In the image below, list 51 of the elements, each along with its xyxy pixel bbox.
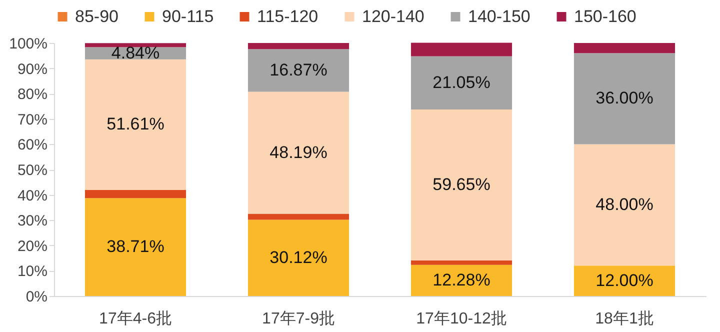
bar	[410, 109, 512, 260]
bar	[410, 260, 512, 265]
data-label: 48.00%	[596, 194, 654, 214]
y-tick-label: 60%	[17, 136, 48, 154]
data-label: 16.87%	[270, 60, 328, 80]
data-label: 12.00%	[596, 270, 654, 290]
bar	[410, 56, 512, 110]
bar	[574, 144, 676, 266]
data-label: 30.12%	[270, 248, 328, 267]
bar	[248, 49, 350, 92]
bar	[84, 190, 186, 198]
bar	[248, 220, 350, 296]
y-tick-label: 30%	[17, 212, 48, 230]
bar	[248, 43, 350, 50]
data-label: 4.84%	[111, 43, 160, 62]
data-label: 12.28%	[432, 270, 490, 290]
bar	[84, 59, 186, 190]
legend-label: 85-90	[75, 6, 118, 26]
bar	[574, 43, 676, 54]
y-tick-label: 50%	[17, 162, 48, 179]
bar	[84, 198, 186, 296]
legend-label: 120-140	[362, 6, 424, 26]
bar	[248, 92, 350, 214]
data-label: 21.05%	[432, 72, 490, 92]
data-label: 38.71%	[106, 237, 164, 256]
legend-label: 115-120	[257, 6, 318, 26]
x-tick-label: 17年7-9批	[262, 310, 335, 328]
bar	[574, 53, 676, 144]
bar	[410, 264, 512, 296]
y-tick-label: 20%	[17, 238, 48, 255]
x-tick-label: 17年10-12批	[416, 310, 507, 328]
y-tick-label: 0%	[26, 288, 48, 306]
legend-label: 150-160	[574, 6, 636, 26]
y-tick-label: 100%	[9, 36, 48, 52]
data-label: 48.19%	[270, 142, 328, 162]
x-tick-label: 18年1批	[595, 310, 654, 328]
y-tick-label: 40%	[17, 187, 48, 204]
bar	[84, 43, 186, 48]
x-tick-label: 17年4-6批	[99, 310, 172, 328]
data-label: 36.00%	[596, 88, 654, 108]
data-label: 59.65%	[432, 174, 490, 194]
data-label: 51.61%	[106, 114, 164, 134]
bar	[248, 214, 350, 220]
y-tick-label: 80%	[17, 86, 48, 104]
legend-label: 90-115	[162, 6, 214, 26]
y-tick-label: 70%	[17, 111, 48, 128]
y-tick-label: 10%	[17, 263, 48, 280]
bar	[410, 42, 512, 56]
bar	[574, 266, 676, 296]
y-tick-label: 90%	[17, 60, 48, 78]
legend-label: 140-150	[468, 6, 530, 26]
